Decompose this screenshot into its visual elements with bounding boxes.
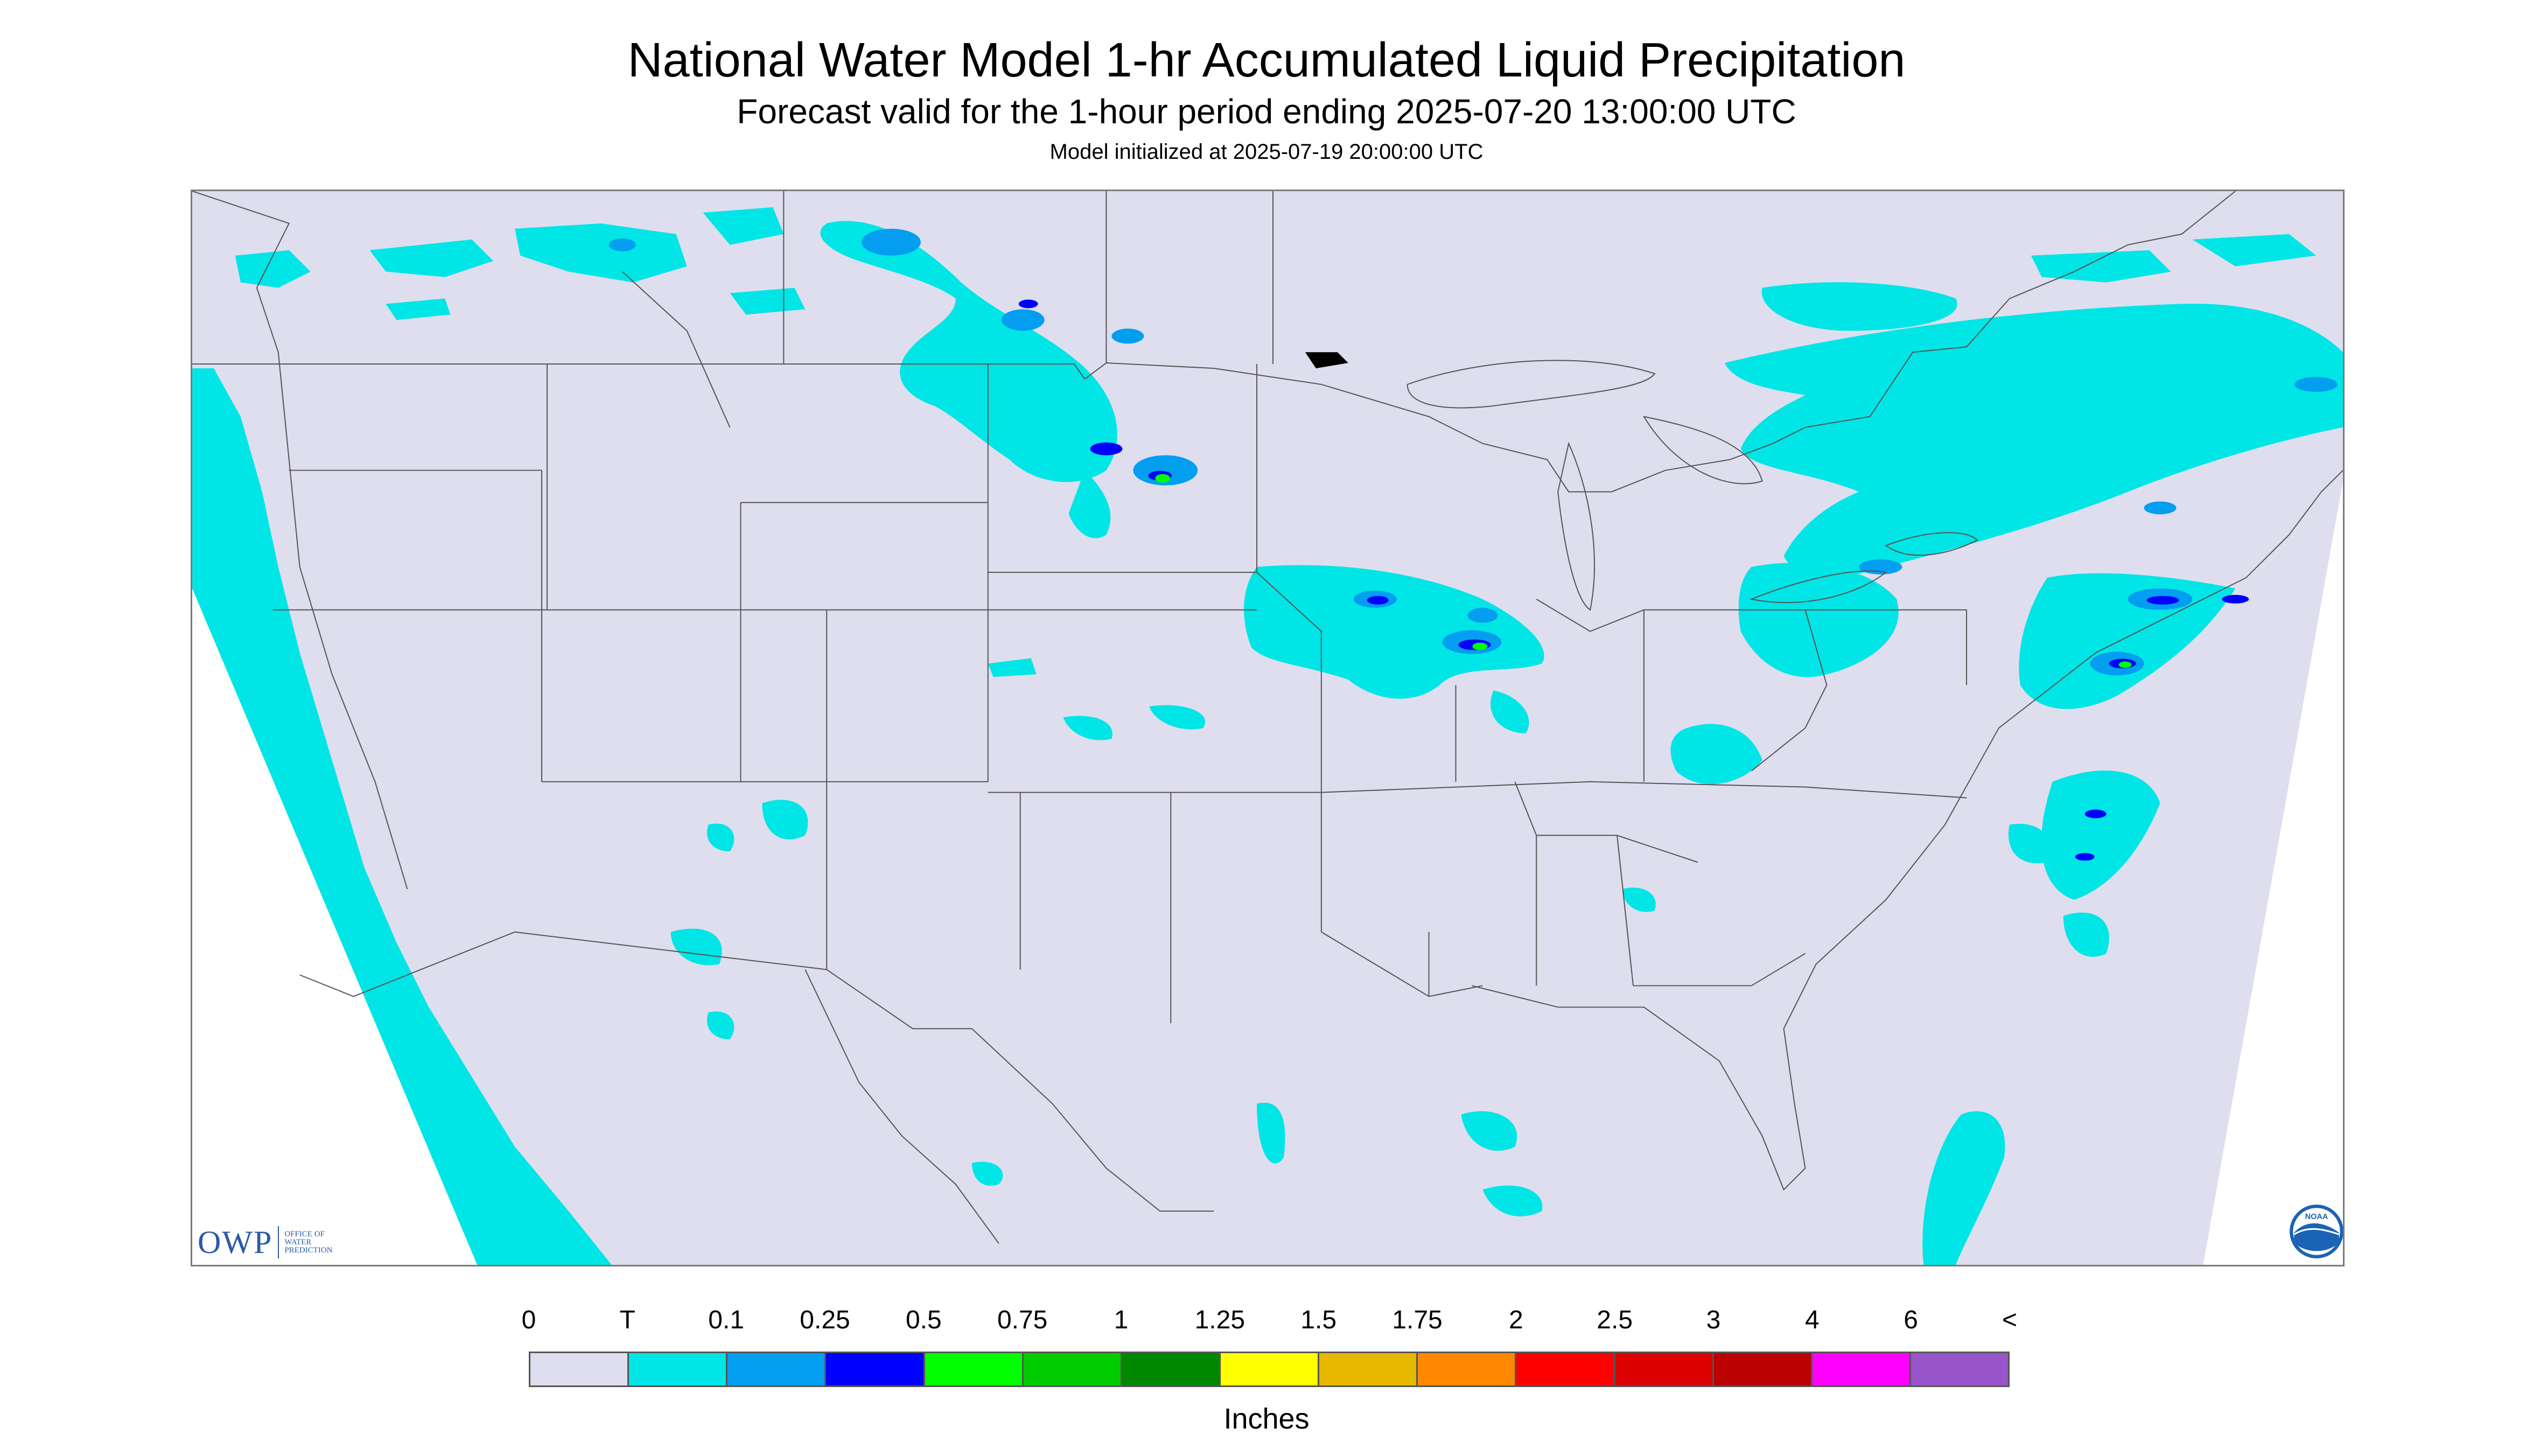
legend-units: Inches (1223, 1403, 1310, 1435)
legend-label: 0.1 (708, 1306, 745, 1334)
owp-letters: OWP (198, 1224, 273, 1260)
legend-swatch (1615, 1353, 1714, 1385)
legend-label: 4 (1804, 1306, 1820, 1334)
legend-label: 0.75 (997, 1306, 1048, 1334)
northern-plains-green (1155, 474, 1171, 483)
legend-label: 1 (1114, 1306, 1129, 1334)
map-canvas (192, 191, 2343, 1265)
precipitation-map: OWP OFFICE OF WATER PREDICTION NOAA (191, 190, 2345, 1266)
legend-label: 1.25 (1194, 1306, 1245, 1334)
legend-swatch (1122, 1353, 1221, 1385)
legend-swatch (1023, 1353, 1122, 1385)
legend-colorbar (529, 1352, 2010, 1387)
legend-label: 1.5 (1300, 1306, 1337, 1334)
atlantic-precip (1922, 770, 2160, 1265)
northeast-precip (1670, 234, 2343, 785)
legend-swatch (1319, 1353, 1418, 1385)
midwest-precip (988, 565, 1544, 733)
legend-swatch (727, 1353, 827, 1385)
legend-label: 6 (1904, 1306, 1918, 1334)
political-boundaries (192, 191, 2343, 1244)
noaa-logo-text: NOAA (2305, 1213, 2328, 1221)
midwest-green (1472, 642, 1488, 650)
forecast-valid-subtitle: Forecast valid for the 1-hour period end… (737, 92, 1796, 131)
northern-plains-heavier (608, 228, 1198, 486)
legend-label: 0.5 (905, 1306, 942, 1334)
great-lakes (1407, 360, 1978, 611)
map-title: National Water Model 1-hr Accumulated Li… (627, 33, 1906, 87)
pacific-coast-precip (192, 368, 612, 1265)
southern-scattered-precip (670, 716, 1656, 1216)
legend-swatch (925, 1353, 1024, 1385)
legend-swatch (826, 1353, 925, 1385)
legend-label: 0 (521, 1306, 536, 1334)
legend-label: 1.75 (1392, 1306, 1443, 1334)
precip-legend: 0 T 0.1 0.25 0.5 0.75 1 1.25 1.5 1.75 2 2.5 3 4 6 < Inc… (0, 1292, 2533, 1454)
legend-swatch (1713, 1353, 1813, 1385)
owp-line: PREDICTION (284, 1245, 333, 1255)
owp-divider (278, 1226, 279, 1258)
legend-swatch (530, 1353, 629, 1385)
owp-logo: OWP OFFICE OF WATER PREDICTION (198, 1221, 333, 1264)
owp-agency-text: OFFICE OF WATER PREDICTION (284, 1230, 332, 1255)
northern-plains-precip (235, 207, 1117, 538)
atlantic-blue (2075, 809, 2107, 861)
legend-label: < (2002, 1306, 2018, 1334)
legend-swatch (1418, 1353, 1517, 1385)
legend-swatch (629, 1353, 728, 1385)
legend-label: 3 (1706, 1306, 1721, 1334)
model-init-line: Model initialized at 2025-07-19 20:00:00… (1049, 140, 1484, 164)
legend-label: 2 (1508, 1306, 1523, 1334)
legend-label: T (619, 1306, 635, 1334)
legend-label: 0.25 (800, 1306, 850, 1334)
northeast-green (2118, 661, 2132, 668)
lake-of-the-woods (1305, 352, 1348, 369)
legend-swatch (1812, 1353, 1911, 1385)
owp-line: OFFICE OF (284, 1229, 325, 1238)
legend-swatch (1220, 1353, 1320, 1385)
legend-label: 2.5 (1597, 1306, 1633, 1334)
legend-swatch (1911, 1353, 2009, 1385)
noaa-logo: NOAA (2290, 1205, 2343, 1258)
legend-swatch (1516, 1353, 1615, 1385)
owp-line: WATER (284, 1237, 312, 1247)
